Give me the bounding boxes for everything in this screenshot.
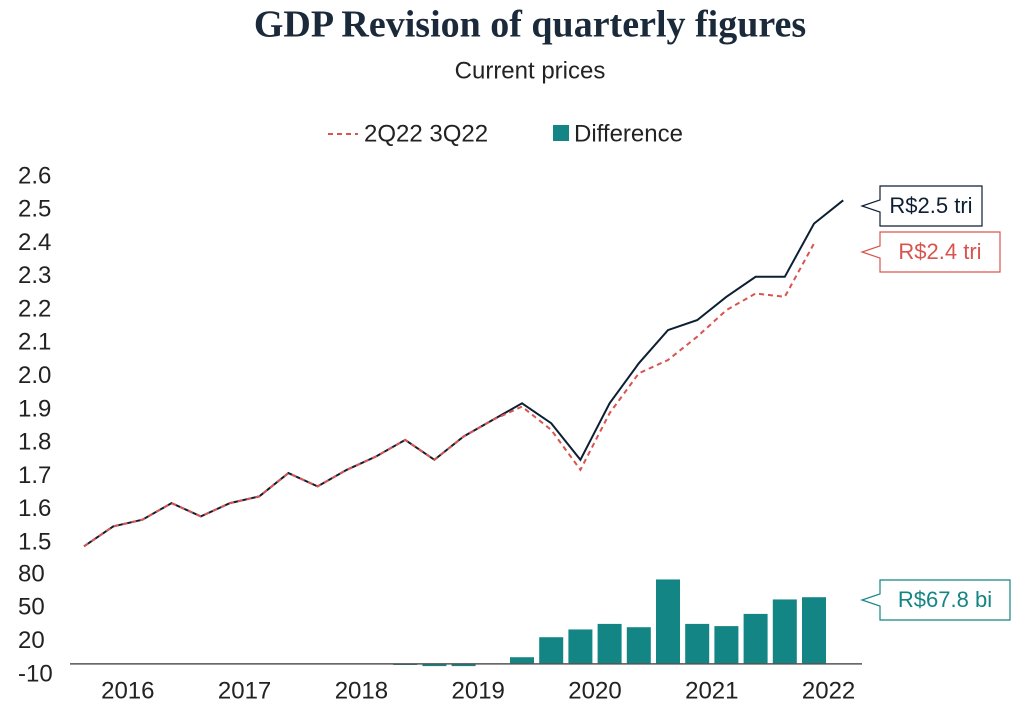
- line-series: [84, 244, 814, 547]
- y-tick-label: 1.9: [18, 395, 51, 422]
- y-tick-label: 2.3: [18, 262, 51, 289]
- x-tick-label: 2021: [685, 677, 738, 704]
- bar: [773, 599, 797, 663]
- x-tick-label: 2022: [802, 677, 855, 704]
- chart-title: GDP Revision of quarterly figures: [254, 4, 806, 46]
- bar: [714, 626, 738, 664]
- bar: [598, 624, 622, 664]
- x-tick-label: 2018: [335, 677, 388, 704]
- y-tick-label: 2.1: [18, 329, 51, 356]
- x-tick-label: 2017: [218, 677, 271, 704]
- bar: [802, 597, 826, 664]
- y-tick-label: 1.5: [18, 528, 51, 555]
- annotation-label: R$2.5 tri: [889, 193, 972, 218]
- legend-swatch: [553, 125, 569, 141]
- y-tick-label: 2.2: [18, 295, 51, 322]
- y-tick-label: 2.6: [18, 162, 51, 189]
- annotation-label: R$2.4 tri: [898, 239, 981, 264]
- bar: [685, 624, 709, 664]
- y-tick-label: 1.7: [18, 462, 51, 489]
- x-tick-label: 2016: [101, 677, 154, 704]
- bar: [627, 627, 651, 664]
- y-tick-label: 1.6: [18, 495, 51, 522]
- annotation-label: R$67.8 bi: [898, 587, 992, 612]
- y-tick-label: 20: [18, 627, 45, 654]
- legend-label: 2Q22 3Q22: [364, 120, 488, 147]
- bar: [510, 657, 534, 664]
- legend-label: Difference: [574, 120, 683, 147]
- y-tick-label: 50: [18, 594, 45, 621]
- bar: [539, 637, 563, 664]
- x-tick-label: 2019: [452, 677, 505, 704]
- y-tick-label: 80: [18, 560, 45, 587]
- bar: [656, 579, 680, 663]
- y-tick-label: 1.8: [18, 429, 51, 456]
- chart-subtitle: Current prices: [455, 57, 606, 84]
- x-tick-label: 2020: [568, 677, 621, 704]
- y-tick-label: 2.5: [18, 196, 51, 223]
- line-series: [84, 200, 843, 546]
- y-tick-label: 2.0: [18, 362, 51, 389]
- bar: [568, 629, 592, 663]
- y-tick-label: 2.4: [18, 229, 51, 256]
- y-tick-label: -10: [18, 660, 53, 687]
- bar: [744, 614, 768, 664]
